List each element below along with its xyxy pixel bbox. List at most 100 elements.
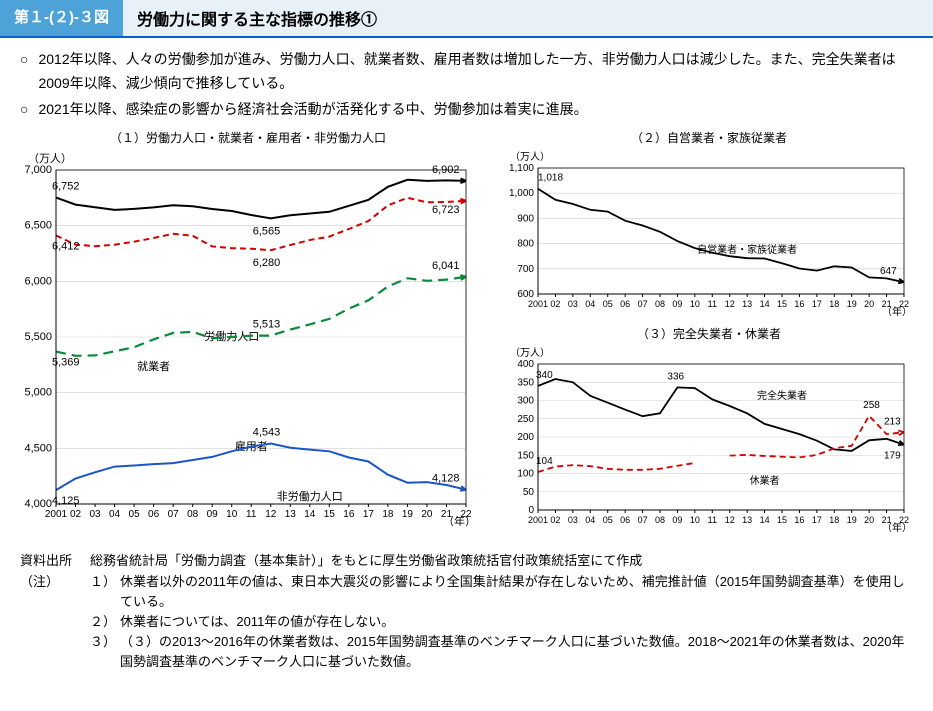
svg-text:03: 03 — [568, 299, 578, 309]
svg-text:11: 11 — [246, 509, 257, 520]
svg-text:6,500: 6,500 — [24, 220, 52, 232]
svg-text:07: 07 — [638, 299, 648, 309]
svg-text:（万人）: （万人） — [510, 151, 550, 163]
bullet-icon: ○ — [20, 98, 28, 122]
svg-text:1,000: 1,000 — [509, 189, 534, 200]
svg-text:08: 08 — [655, 299, 665, 309]
svg-text:14: 14 — [760, 299, 770, 309]
svg-text:5,500: 5,500 — [24, 331, 52, 343]
note-label: （注） — [20, 572, 90, 673]
svg-text:4,128: 4,128 — [432, 473, 460, 485]
chart-1: 4,0004,5005,0005,5006,0006,5007,000（万人）2… — [8, 146, 488, 531]
note-text: 休業者については、2011年の値が存在しない。 — [120, 612, 394, 632]
svg-text:自営業者・家族従業者: 自営業者・家族従業者 — [697, 243, 797, 256]
svg-text:2001: 2001 — [528, 299, 548, 309]
figure-number: 第１-(２)-３図 — [0, 0, 123, 36]
svg-text:400: 400 — [517, 359, 534, 370]
svg-text:20: 20 — [864, 515, 874, 525]
svg-text:12: 12 — [725, 515, 735, 525]
svg-text:213: 213 — [884, 417, 901, 428]
svg-text:06: 06 — [620, 515, 630, 525]
note-row: ３）（３）の2013～2016年の休業者数は、2015年国勢調査基準のベンチマー… — [90, 632, 913, 672]
note-num: ３） — [90, 632, 120, 672]
svg-text:179: 179 — [884, 451, 901, 462]
note-text: 休業者以外の2011年の値は、東日本大震災の影響により全国集計結果が存在しないた… — [120, 572, 913, 612]
note-text: （３）の2013～2016年の休業者数は、2015年国勢調査基準のベンチマーク人… — [120, 632, 913, 672]
svg-text:900: 900 — [517, 214, 534, 225]
svg-text:（万人）: （万人） — [510, 347, 550, 359]
svg-text:08: 08 — [187, 509, 199, 520]
svg-text:10: 10 — [226, 509, 238, 520]
svg-text:4,500: 4,500 — [24, 443, 52, 455]
svg-text:11: 11 — [708, 299, 717, 309]
svg-text:08: 08 — [655, 515, 665, 525]
note-num: １） — [90, 572, 120, 612]
svg-text:07: 07 — [168, 509, 180, 520]
bullet-icon: ○ — [20, 48, 28, 96]
svg-text:250: 250 — [517, 414, 534, 425]
svg-text:10: 10 — [690, 515, 700, 525]
svg-text:10: 10 — [690, 299, 700, 309]
svg-text:完全失業者: 完全失業者 — [757, 389, 807, 402]
svg-text:336: 336 — [667, 372, 684, 383]
svg-text:800: 800 — [517, 239, 534, 250]
svg-text:5,513: 5,513 — [253, 319, 281, 331]
svg-text:就業者: 就業者 — [137, 359, 170, 373]
svg-text:200: 200 — [517, 432, 534, 443]
svg-text:（年）: （年） — [882, 521, 912, 532]
svg-text:07: 07 — [638, 515, 648, 525]
summary-bullets: ○ 2012年以降、人々の労働参加が進み、労働力人口、就業者数、雇用者数は増加し… — [0, 38, 933, 127]
svg-text:2001: 2001 — [45, 509, 68, 520]
svg-text:03: 03 — [89, 509, 101, 520]
svg-text:700: 700 — [517, 264, 534, 275]
footer: 資料出所 総務省統計局「労働力調査（基本集計）」をもとに厚生労働省政策統括官付政… — [0, 543, 933, 678]
source-text: 総務省統計局「労働力調査（基本集計）」をもとに厚生労働省政策統括官付政策統括室に… — [90, 551, 642, 571]
svg-text:6,000: 6,000 — [24, 276, 52, 288]
chart-3-box: （３）完全失業者・休業者 050100150200250300350400（万人… — [494, 325, 924, 537]
chart-1-title: （１）労働力人口・就業者・雇用者・非労働力人口 — [8, 129, 488, 146]
svg-text:（年）: （年） — [443, 514, 476, 526]
svg-text:04: 04 — [109, 509, 121, 520]
svg-text:16: 16 — [794, 299, 804, 309]
charts-container: （１）労働力人口・就業者・雇用者・非労働力人口 4,0004,5005,0005… — [0, 127, 933, 543]
svg-text:09: 09 — [207, 509, 219, 520]
svg-text:非労働力人口: 非労働力人口 — [277, 489, 343, 503]
notes-row: （注） １）休業者以外の2011年の値は、東日本大震災の影響により全国集計結果が… — [20, 572, 913, 673]
svg-text:13: 13 — [285, 509, 297, 520]
svg-text:03: 03 — [568, 515, 578, 525]
svg-text:09: 09 — [672, 299, 682, 309]
svg-text:（万人）: （万人） — [28, 152, 72, 165]
svg-text:20: 20 — [864, 299, 874, 309]
svg-text:647: 647 — [880, 267, 897, 278]
svg-text:17: 17 — [812, 299, 822, 309]
svg-text:50: 50 — [523, 487, 535, 498]
svg-text:6,280: 6,280 — [253, 258, 281, 270]
svg-text:340: 340 — [536, 370, 553, 381]
svg-text:06: 06 — [148, 509, 160, 520]
svg-text:4,543: 4,543 — [253, 427, 281, 439]
svg-text:17: 17 — [812, 515, 822, 525]
svg-text:16: 16 — [794, 515, 804, 525]
svg-text:1,018: 1,018 — [538, 173, 563, 184]
svg-text:休業者: 休業者 — [750, 474, 780, 487]
chart-2-title: （２）自営業者・家族従業者 — [494, 129, 924, 146]
svg-text:04: 04 — [585, 515, 595, 525]
svg-text:06: 06 — [620, 299, 630, 309]
source-row: 資料出所 総務省統計局「労働力調査（基本集計）」をもとに厚生労働省政策統括官付政… — [20, 551, 913, 571]
svg-text:19: 19 — [847, 515, 857, 525]
notes-body: １）休業者以外の2011年の値は、東日本大震災の影響により全国集計結果が存在しな… — [90, 572, 913, 673]
figure-header: 第１-(２)-３図 労働力に関する主な指標の推移① — [0, 0, 933, 38]
note-row: １）休業者以外の2011年の値は、東日本大震災の影響により全国集計結果が存在しな… — [90, 572, 913, 612]
svg-text:15: 15 — [777, 299, 787, 309]
svg-text:1,100: 1,100 — [509, 163, 534, 174]
svg-text:150: 150 — [517, 451, 534, 462]
svg-text:12: 12 — [265, 509, 277, 520]
svg-text:05: 05 — [603, 299, 613, 309]
svg-text:6,723: 6,723 — [432, 204, 460, 216]
svg-text:15: 15 — [777, 515, 787, 525]
source-label: 資料出所 — [20, 551, 90, 571]
bullet-text: 2021年以降、感染症の影響から経済社会活動が活発化する中、労働参加は着実に進展… — [38, 98, 587, 122]
svg-text:17: 17 — [363, 509, 375, 520]
svg-text:12: 12 — [725, 299, 735, 309]
svg-text:6,041: 6,041 — [432, 260, 460, 272]
